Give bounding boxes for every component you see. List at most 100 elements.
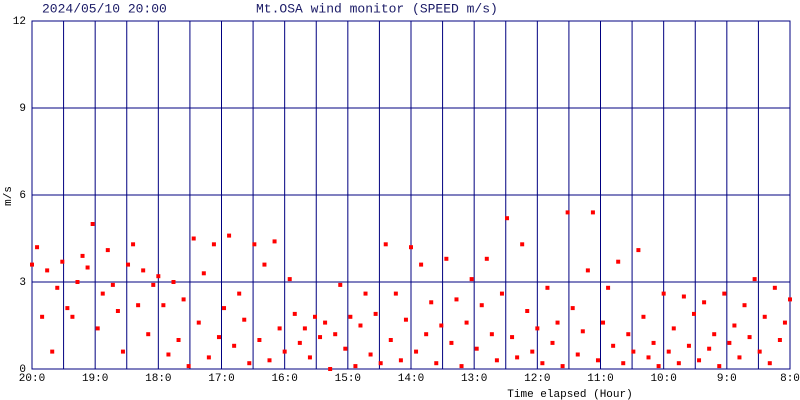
point (312, 314, 317, 319)
point (616, 259, 621, 264)
point (186, 364, 191, 369)
point (156, 274, 161, 279)
point (621, 361, 626, 366)
point (287, 277, 292, 282)
point (717, 364, 722, 369)
y-tick-label: 6 (19, 190, 26, 202)
point (515, 355, 520, 360)
point (737, 355, 742, 360)
point (126, 262, 131, 267)
point (601, 320, 606, 325)
x-tick-label: 18:0 (145, 373, 171, 385)
point (216, 335, 221, 340)
point (40, 314, 45, 319)
point (136, 303, 141, 308)
point (702, 300, 707, 305)
point (358, 323, 363, 328)
point (45, 268, 50, 273)
point (686, 343, 691, 348)
point (681, 294, 686, 299)
point (282, 349, 287, 354)
point (788, 297, 792, 302)
point (595, 358, 600, 363)
point (388, 338, 393, 342)
point (328, 367, 333, 371)
timestamp: 2024/05/10 20:00 (42, 1, 167, 16)
point (464, 320, 469, 325)
point (747, 335, 752, 340)
point (65, 306, 70, 311)
point (353, 364, 358, 369)
point (247, 361, 252, 366)
point (444, 256, 449, 261)
point (272, 239, 277, 244)
point (767, 361, 772, 366)
x-tick-label: 14:0 (398, 373, 424, 385)
point (171, 280, 176, 284)
point (85, 265, 90, 270)
point (636, 248, 641, 253)
point (429, 300, 434, 305)
point (449, 340, 454, 345)
point (131, 242, 136, 247)
point (166, 352, 171, 357)
point (35, 245, 40, 250)
x-tick-label: 15:0 (335, 373, 361, 385)
point (262, 262, 267, 267)
chart-title: Mt.OSA wind monitor (SPEED m/s) (256, 1, 498, 16)
point (277, 326, 282, 331)
point (641, 314, 646, 319)
y-tick-label: 0 (19, 364, 26, 376)
point (368, 352, 373, 357)
point (105, 248, 110, 253)
point (55, 285, 60, 290)
point (540, 361, 545, 366)
point (606, 285, 611, 290)
point (742, 303, 747, 308)
point (90, 222, 95, 226)
point (161, 303, 166, 308)
point (115, 309, 120, 313)
y-tick-label: 12 (13, 16, 26, 28)
point (585, 268, 590, 273)
point (666, 349, 671, 354)
point (338, 282, 343, 287)
point (196, 320, 201, 325)
point (333, 332, 338, 337)
point (176, 338, 181, 342)
point (348, 314, 353, 319)
point (211, 242, 216, 247)
point (60, 259, 65, 264)
point (494, 358, 499, 363)
point (393, 291, 398, 296)
point (707, 346, 712, 351)
y-tick-label: 3 (19, 277, 26, 289)
point (141, 268, 146, 273)
point (777, 338, 782, 342)
point (691, 311, 696, 316)
point (727, 340, 732, 345)
point (409, 245, 413, 250)
point (722, 291, 727, 296)
point (419, 262, 424, 267)
point (545, 285, 550, 290)
point (302, 326, 307, 331)
point (459, 364, 464, 369)
point (611, 343, 616, 348)
point (434, 361, 439, 366)
point (631, 349, 636, 354)
point (535, 326, 540, 331)
y-axis-label: m/s (3, 186, 15, 206)
x-tick-label: 13:0 (461, 373, 487, 385)
point (398, 358, 403, 363)
point (363, 291, 368, 296)
point (383, 242, 388, 247)
point (782, 320, 787, 325)
point (550, 340, 555, 345)
point (697, 358, 702, 363)
point (732, 323, 737, 328)
point (292, 311, 297, 316)
x-tick-label: 10:0 (650, 373, 676, 385)
point (70, 314, 75, 319)
point (525, 309, 530, 313)
